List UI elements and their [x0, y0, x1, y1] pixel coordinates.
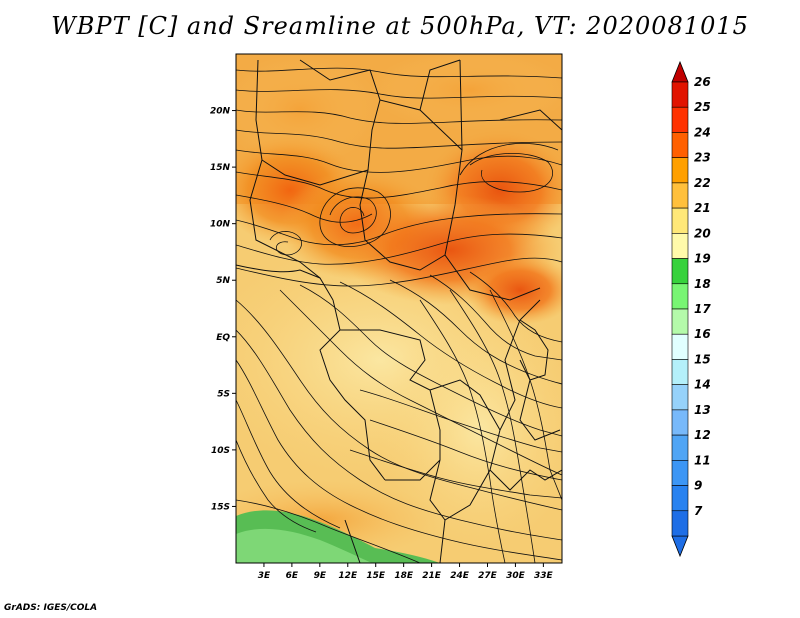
colorbar-label: 12 — [694, 428, 711, 442]
colorbar-label: 7 — [694, 504, 703, 518]
colorbar-swatch — [671, 510, 689, 537]
colorbar-label: 13 — [694, 403, 711, 417]
colorbar-swatch — [671, 308, 689, 335]
lat-tick-label: 15N — [210, 163, 231, 173]
lat-tick-label: 15S — [211, 502, 230, 512]
lat-tick-label: EQ — [216, 333, 230, 343]
country-borders — [236, 59, 562, 563]
colorbar-swatch — [671, 434, 689, 461]
colorbar-label: 22 — [694, 176, 711, 190]
lon-tick-label: 18E — [394, 571, 414, 581]
colorbar-swatch — [671, 384, 689, 411]
colorbar-label: 17 — [694, 302, 711, 316]
colorbar-swatch — [671, 283, 689, 310]
colorbar-label: 16 — [694, 327, 711, 341]
colorbar-label: 26 — [694, 75, 711, 89]
colorbar-swatch — [671, 485, 689, 512]
lat-tick-label: 10N — [210, 220, 231, 230]
colorbar-label: 15 — [694, 352, 711, 366]
colorbar-top-arrow — [671, 60, 689, 83]
lon-tick-label: 33E — [534, 571, 554, 581]
colorbar-swatch — [671, 460, 689, 486]
shading-warm-north — [370, 54, 562, 130]
streamlines — [236, 67, 562, 563]
colorbar-swatch — [671, 81, 689, 108]
lat-tick-label: 5N — [216, 276, 230, 286]
colorbar-bottom-arrow — [671, 535, 689, 558]
lon-tick-label: 3E — [258, 571, 271, 581]
colorbar-swatch — [671, 182, 689, 209]
map-area — [236, 54, 562, 563]
credit-text: GrADS: IGES/COLA — [4, 603, 98, 613]
shading-hot-southeast — [465, 255, 562, 325]
shading-pale-southeast — [380, 310, 562, 550]
colorbar-label: 9 — [694, 479, 702, 493]
map-title: WBPT [C] and Sreamline at 500hPa, VT: 20… — [51, 12, 749, 40]
lat-tick-label: 20N — [210, 107, 231, 117]
colorbar-label: 23 — [694, 151, 711, 165]
colorbar-swatch — [671, 207, 689, 234]
shading-cool-lightgreen — [236, 528, 372, 563]
colorbar-swatch — [671, 157, 689, 184]
colorbar-label: 25 — [694, 100, 711, 114]
colorbar-swatch — [671, 132, 689, 158]
colorbar-swatch — [671, 258, 689, 285]
lon-tick-label: 24E — [450, 571, 470, 581]
colorbar-swatch — [671, 409, 689, 436]
lat-tick-label: 10S — [211, 446, 230, 456]
lon-tick-label: 9E — [314, 571, 327, 581]
lon-tick-label: 12E — [338, 571, 358, 581]
colorbar-label: 21 — [694, 201, 711, 215]
colorbar-label: 19 — [694, 252, 711, 266]
map-frame — [235, 53, 563, 564]
lon-tick-label: 15E — [366, 571, 386, 581]
lon-tick-label: 6E — [286, 571, 299, 581]
lon-tick-label: 27E — [478, 571, 498, 581]
colorbar-label: 18 — [694, 277, 711, 291]
colorbar: 26 25 24 23 22 21 20 19 18 17 16 15 14 13 12 11 9 7 — [671, 60, 711, 558]
colorbar-swatch — [671, 233, 689, 259]
colorbar-label: 24 — [694, 125, 711, 139]
colorbar-swatch — [671, 106, 689, 133]
lon-tick-label: 30E — [506, 571, 526, 581]
lat-tick-label: 5S — [217, 389, 230, 399]
colorbar-label: 11 — [694, 453, 711, 467]
colorbar-swatch — [671, 359, 689, 385]
longitude-axis: 3E 6E 9E 12E 15E 18E 21E 24E 27E 30E 33E — [258, 563, 554, 581]
colorbar-label: 20 — [694, 226, 711, 240]
lon-tick-label: 21E — [422, 571, 442, 581]
colorbar-label: 14 — [694, 378, 711, 392]
colorbar-swatch — [671, 333, 689, 360]
latitude-axis: 20N 15N 10N 5N EQ 5S 10S 15S — [210, 107, 236, 512]
